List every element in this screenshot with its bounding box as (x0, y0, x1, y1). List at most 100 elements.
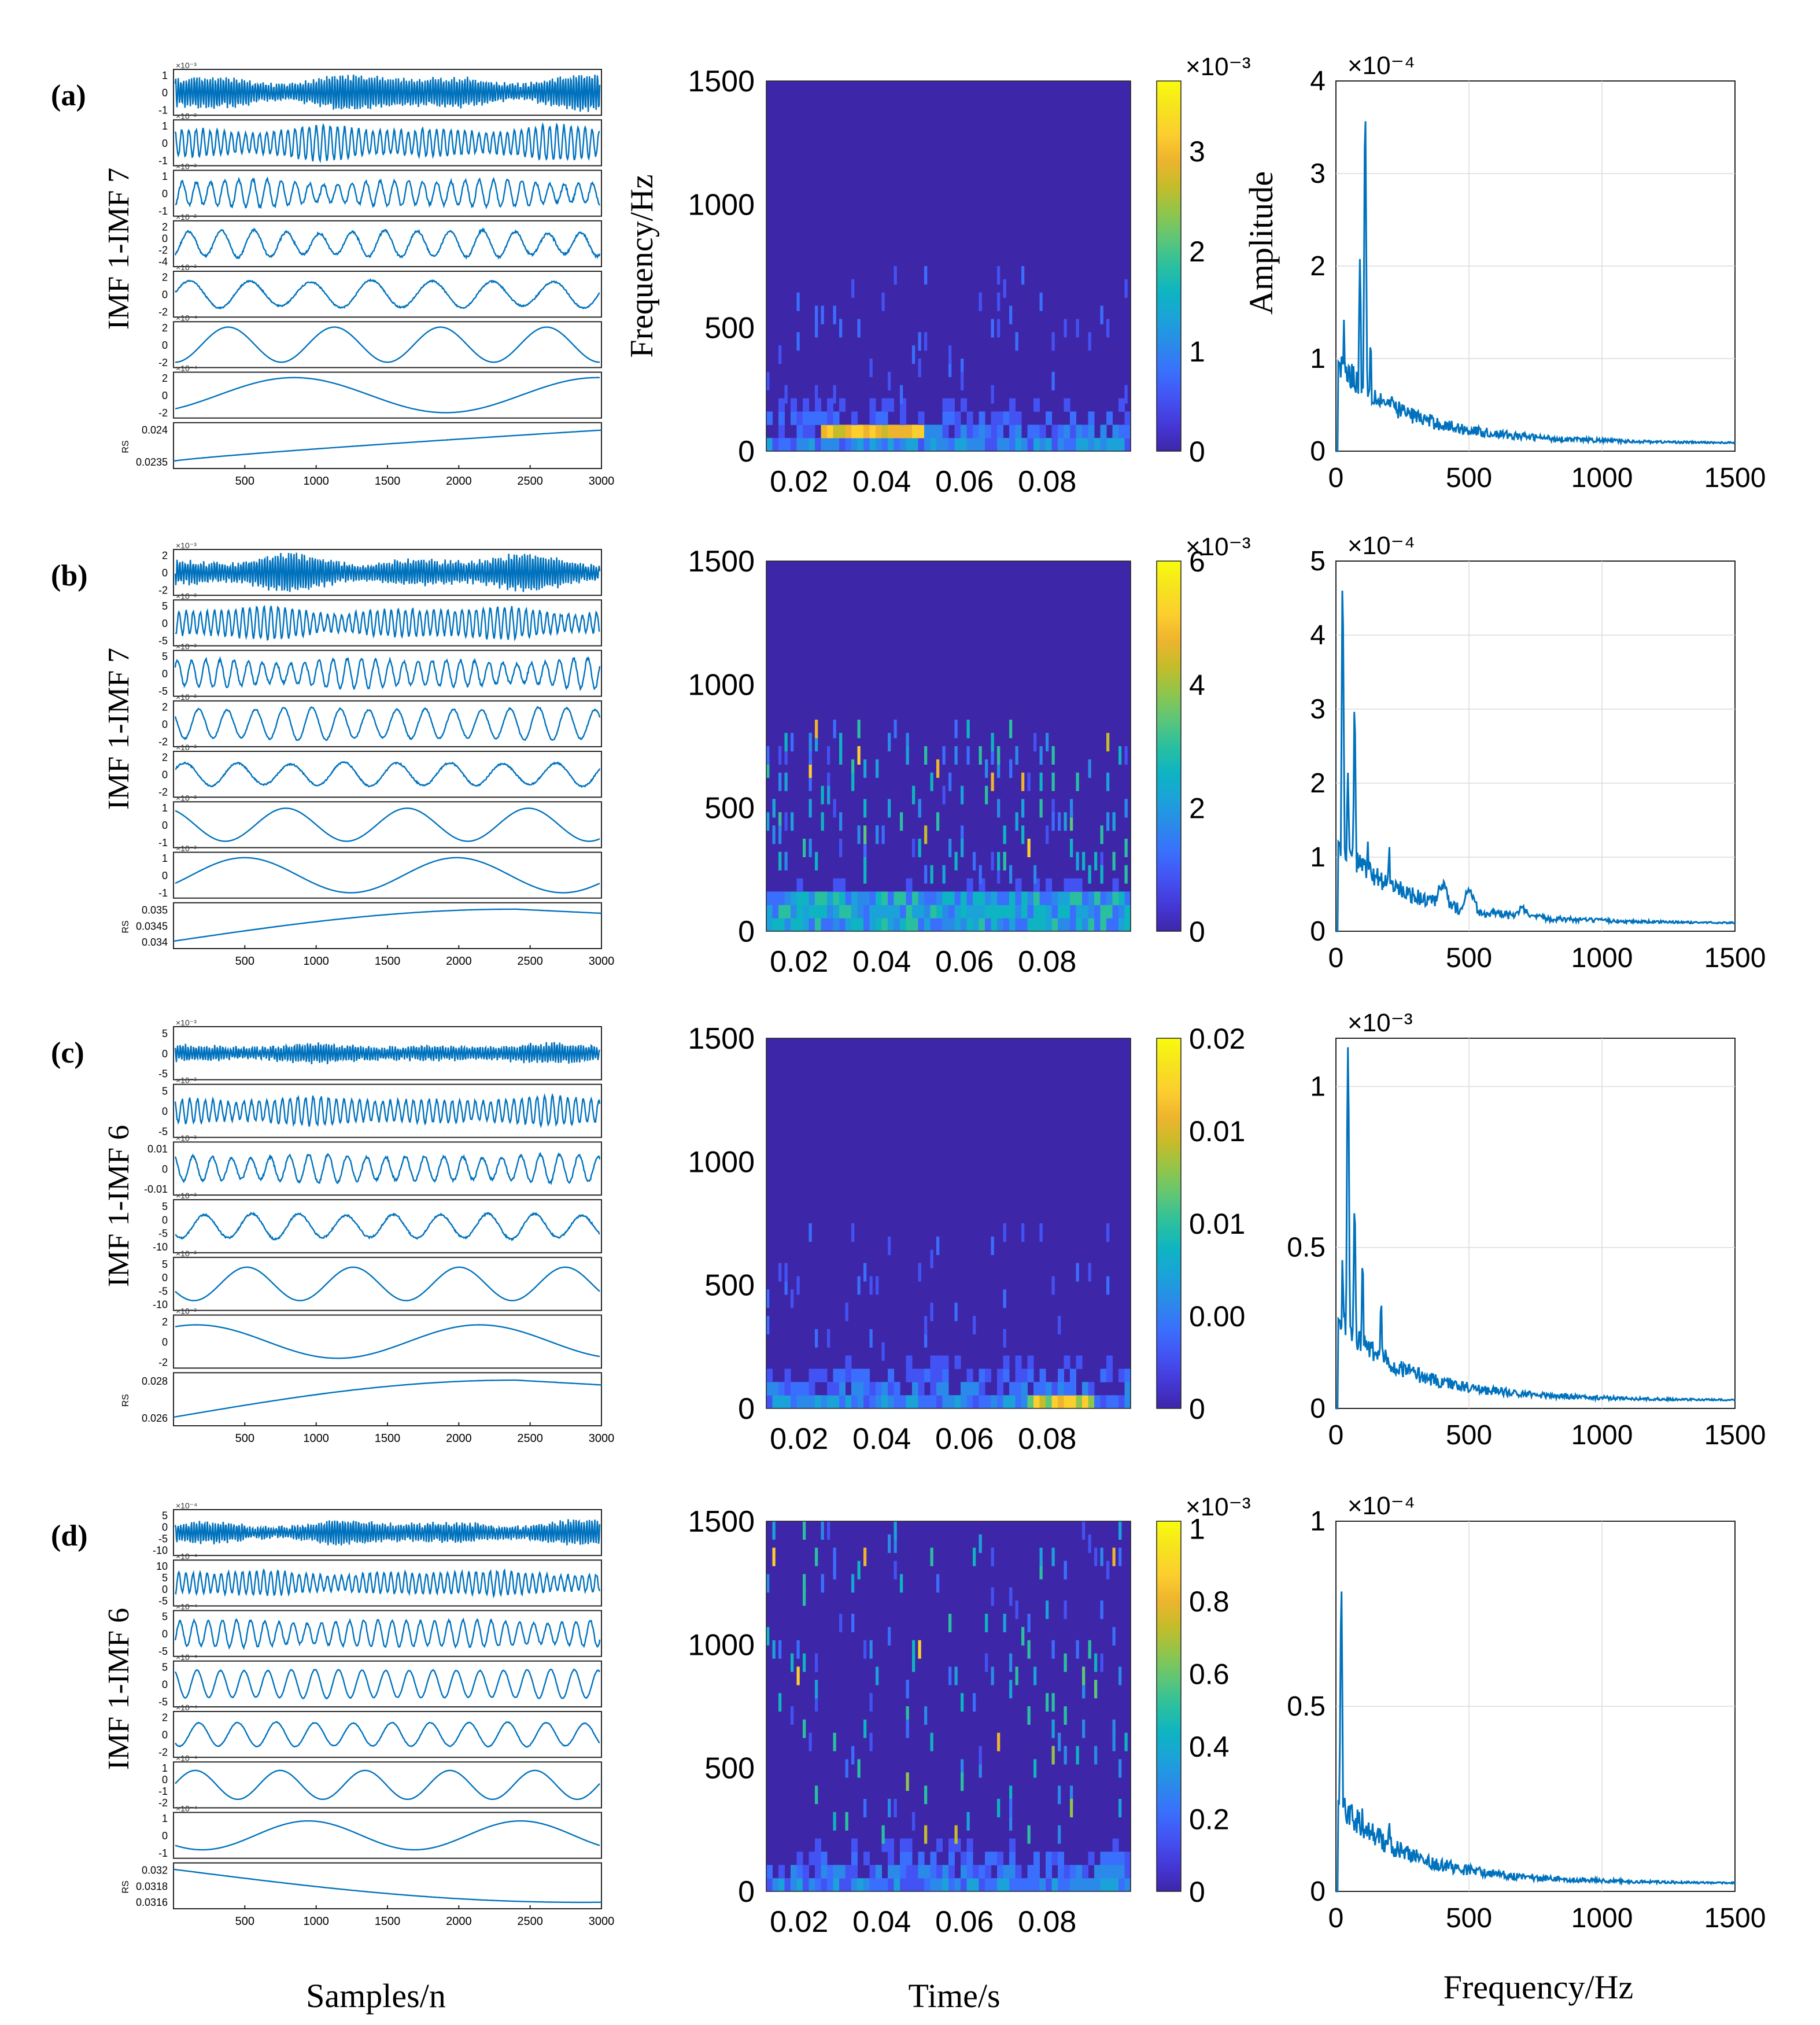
colorbar-tick-label: 0.02 (1189, 1023, 1245, 1055)
spectrogram-cell (936, 425, 943, 438)
spectrum-axes (1335, 560, 1736, 932)
spectrogram-cell (1118, 905, 1125, 919)
spectrogram-cell (1070, 438, 1076, 452)
spectrogram-streak (1046, 733, 1049, 752)
spectrogram-streak (1118, 1521, 1122, 1540)
spectrogram-cell (833, 891, 840, 905)
spectrogram-streak (1051, 772, 1055, 791)
imf-tick-label: 0 (162, 1048, 168, 1060)
spectrogram-cell (784, 1878, 791, 1892)
spectrogram-cell (809, 1395, 815, 1409)
spectrogram-streak (1070, 799, 1073, 818)
spectrogram-cell (906, 1355, 913, 1369)
spectrogram-cell (900, 411, 906, 425)
spectrogram-streak (894, 266, 897, 285)
spectrogram-cell (1094, 438, 1101, 452)
spectrogram-cell (1039, 1395, 1046, 1409)
spectrogram-cell (869, 411, 876, 425)
spectrogram-cell (888, 1369, 894, 1382)
rs-label: RS (121, 1394, 131, 1407)
spectrogram-cell (894, 1395, 900, 1409)
spectrogram-cell (1021, 1878, 1028, 1892)
spectrogram-cell (845, 918, 852, 932)
spectrum-axes (1335, 1038, 1736, 1409)
imf-tick-label: 5 (162, 1028, 168, 1039)
spectrogram-streak (1051, 1746, 1055, 1765)
spectrogram-streak (815, 1329, 818, 1348)
imf-series (175, 1820, 600, 1851)
spectrogram-streak (1124, 385, 1128, 404)
spectrogram-cell (1106, 411, 1113, 425)
spectrogram-streak (1118, 1547, 1122, 1566)
spectrogram-streak (845, 1812, 848, 1831)
spectrogram-streak (815, 851, 818, 871)
imf-tick-label: 1 (162, 171, 168, 182)
spectrogram-streak (791, 733, 794, 752)
spectrogram-cell (888, 1865, 894, 1879)
spectrogram-cell (1064, 1865, 1070, 1879)
spectrogram-cell (1015, 1865, 1022, 1879)
spectrogram-streak (1009, 865, 1013, 884)
imf-tick-label: 5 (162, 1510, 168, 1522)
spectrogram-cell (845, 438, 852, 452)
spectrogram-cell (991, 918, 998, 932)
spectrogram-streak (766, 1289, 770, 1308)
spectrogram-streak (1003, 1223, 1006, 1242)
spectrogram-streak (876, 759, 879, 778)
spectrogram-cell (1051, 918, 1058, 932)
spectrogram-cell (827, 398, 833, 412)
spectrogram-cell (948, 1838, 955, 1852)
spectrogram-streak (1070, 1799, 1073, 1817)
imf-tick-label: -4 (158, 256, 168, 267)
spectrogram-cell (918, 411, 925, 425)
spectrogram-cell (948, 891, 955, 905)
imf-series (175, 176, 601, 210)
spectrogram-streak (1039, 1547, 1043, 1566)
spectrogram-cell (961, 918, 967, 932)
imf-series (174, 1617, 601, 1650)
spectrogram-cell (796, 1865, 803, 1879)
spectrogram-cell (815, 905, 821, 919)
spectrogram-streak (997, 292, 1001, 311)
spectrogram-cell (918, 1865, 925, 1879)
spectrogram-streak (1051, 746, 1055, 765)
spectrogram-cell (1046, 1382, 1052, 1396)
spectrogram-cell (1112, 891, 1119, 905)
imf-tick-label: 5 (162, 1201, 168, 1212)
spectrogram-frame (766, 1038, 1131, 1409)
spectrogram-cell (900, 398, 906, 412)
spectrogram-streak (778, 345, 782, 364)
spectrogram-x-tick-label: 0.06 (935, 1905, 994, 1939)
spectrogram-cell (979, 411, 985, 425)
spectrogram-cell (803, 1878, 809, 1892)
spectrogram-cell (900, 1878, 906, 1892)
spectrogram-cell (979, 425, 985, 438)
spectrogram-streak (1118, 1759, 1122, 1778)
spectrum-exponent: ×10⁻⁴ (1348, 51, 1415, 80)
spectrogram-streak (1003, 1614, 1006, 1632)
imf-axes (173, 220, 602, 267)
spectrogram-cell (1051, 891, 1058, 905)
spectrogram-cell (1076, 905, 1083, 919)
spectrogram-streak (991, 851, 994, 871)
spectrogram-cell (900, 1838, 906, 1852)
spectrogram-cell (815, 411, 821, 425)
spectrogram-cell (833, 1382, 840, 1396)
spectrogram-cell (973, 438, 979, 452)
spectrogram-streak (918, 1263, 921, 1282)
spectrogram-cell (1112, 905, 1119, 919)
spectrum-y-tick-label: 0 (1310, 1876, 1326, 1907)
spectrogram-cell (1027, 918, 1034, 932)
spectrogram-cell (997, 1395, 1003, 1409)
spectrogram-streak (1064, 1653, 1067, 1672)
imf-tick-label: 10 (156, 1561, 168, 1572)
spectrogram-cell (1051, 1382, 1058, 1396)
imf-series (174, 74, 601, 112)
imf-tick-label: -10 (153, 1241, 168, 1253)
spectrogram-x-tick-label: 0.04 (852, 1422, 911, 1456)
spectrogram-streak (766, 1316, 770, 1334)
spectrogram-streak (863, 825, 867, 844)
spectrogram-cell (1076, 438, 1083, 452)
spectrogram-streak (894, 1534, 897, 1553)
spectrogram-cell (942, 1878, 949, 1892)
